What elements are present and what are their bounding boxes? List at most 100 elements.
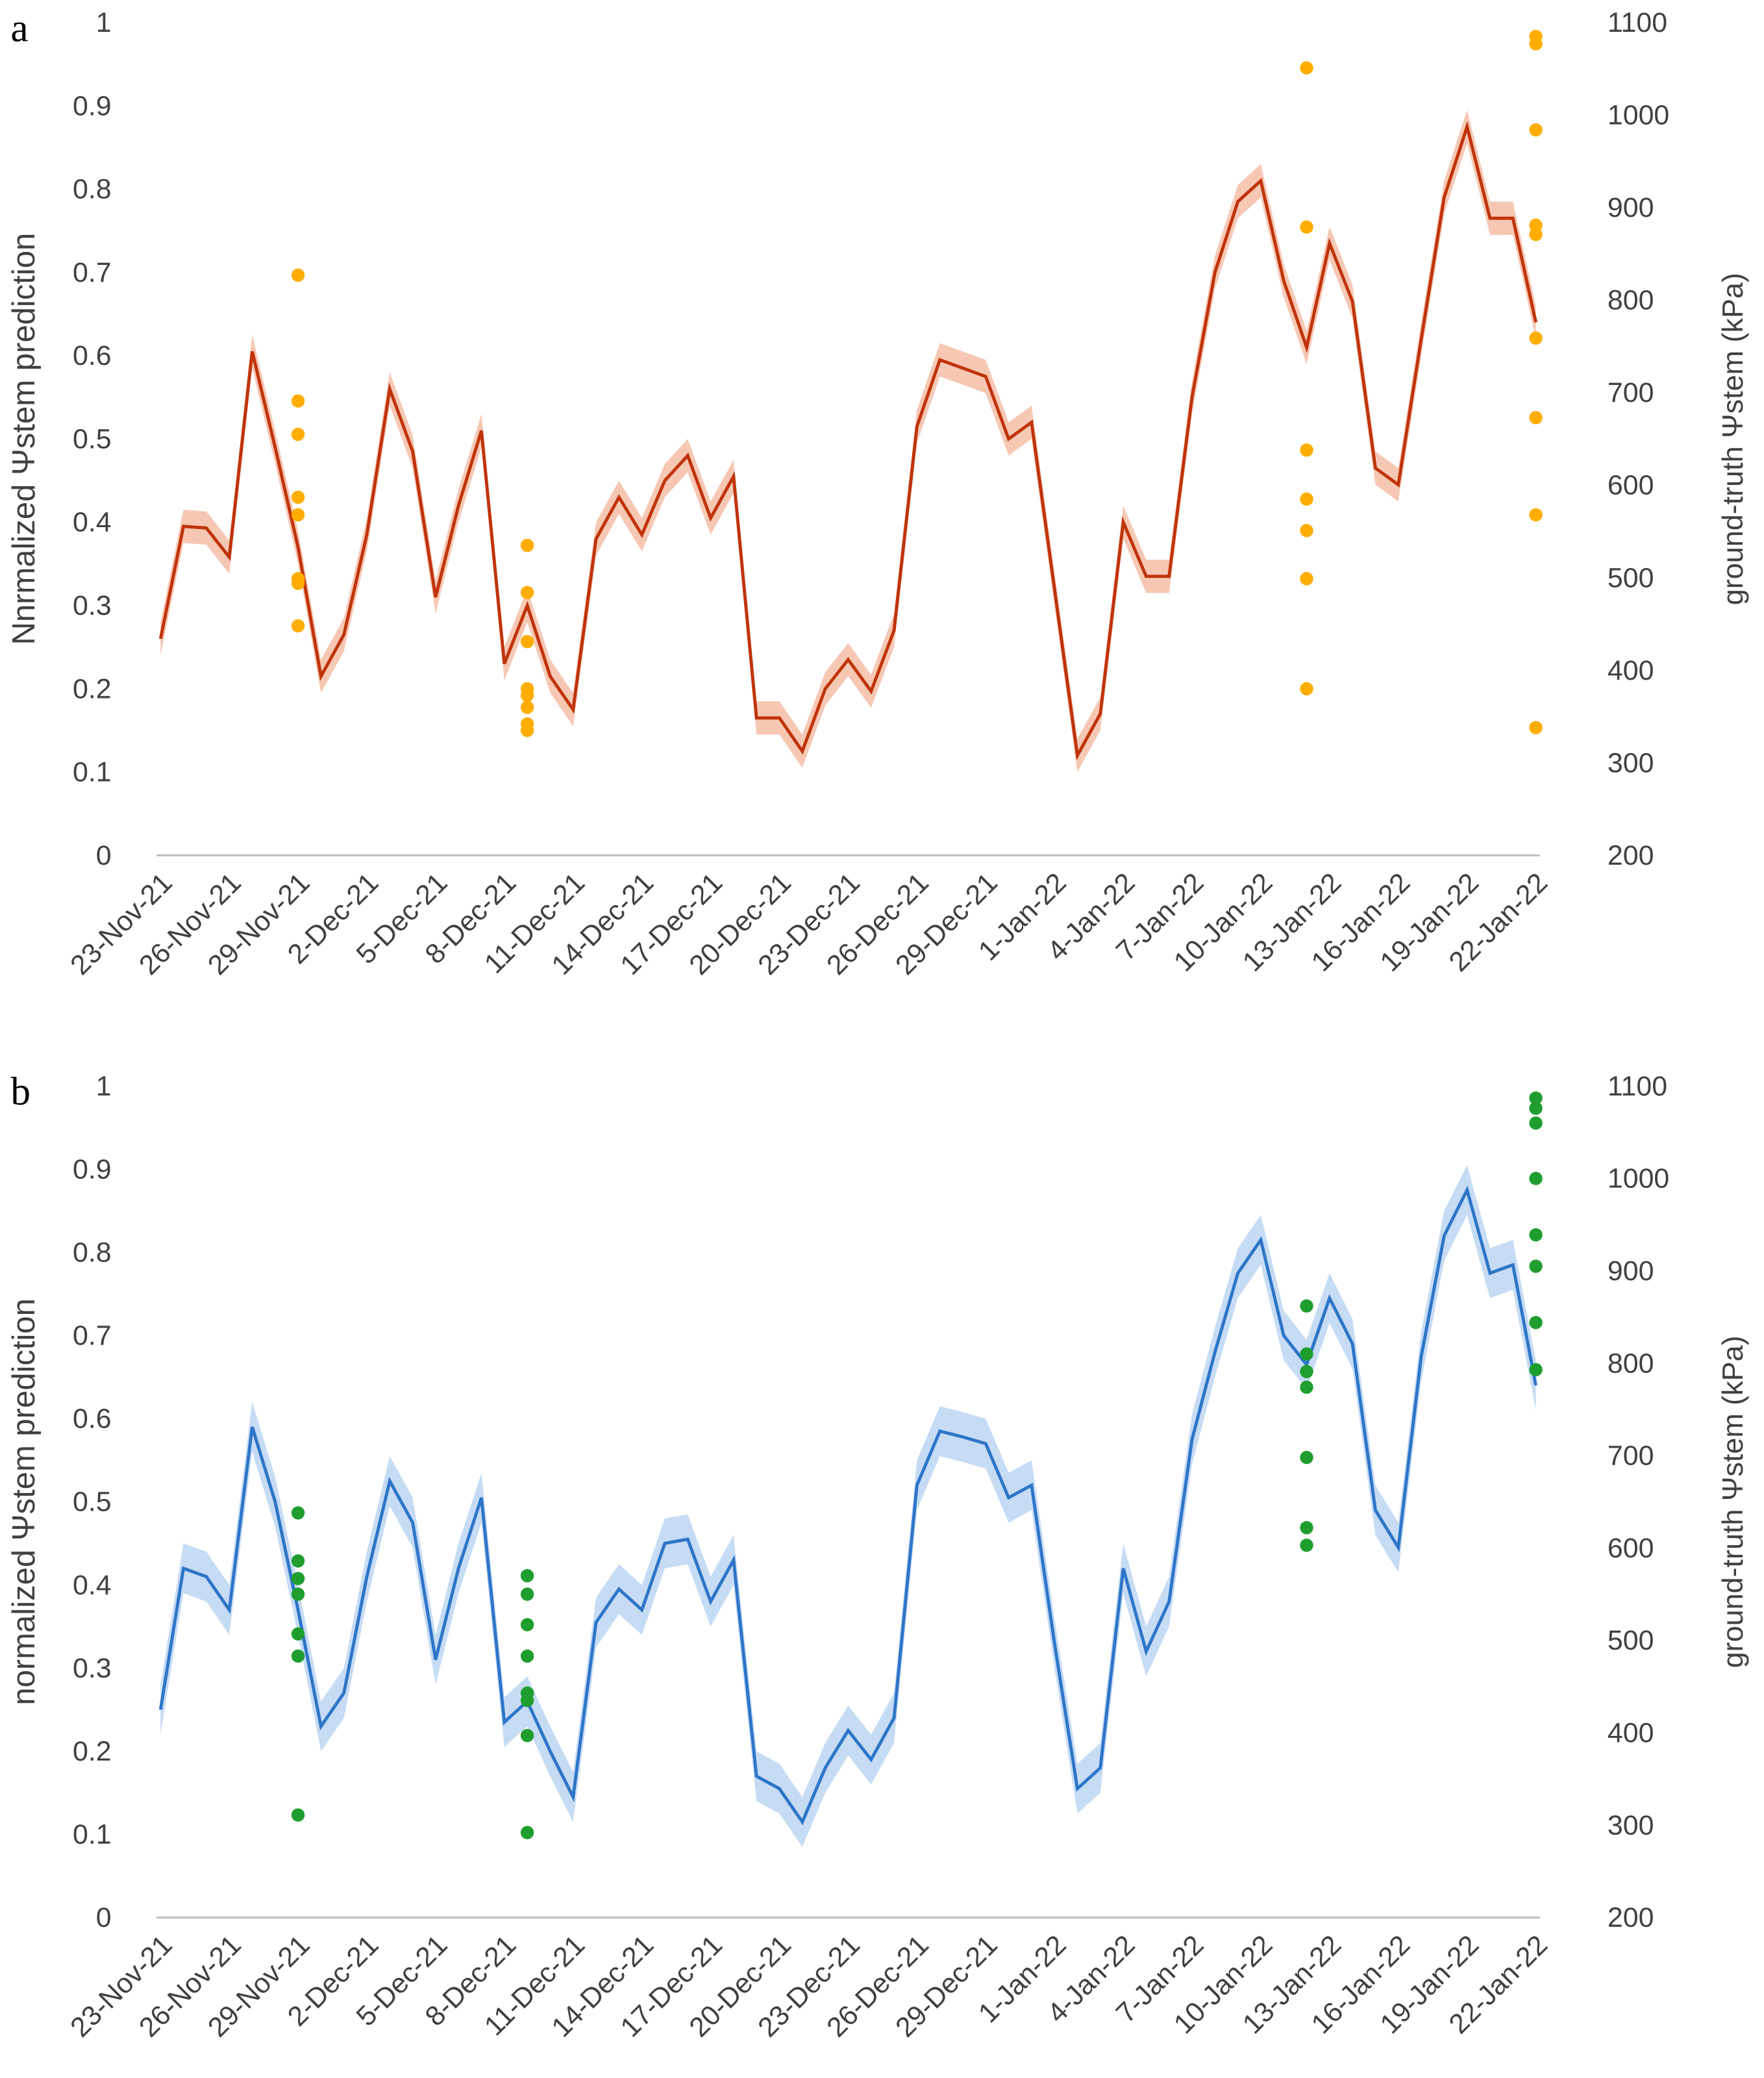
measurement-point bbox=[291, 576, 305, 590]
y-tick-label: 0 bbox=[96, 1902, 112, 1933]
measurement-point bbox=[1300, 1365, 1313, 1378]
measurement-point bbox=[520, 1587, 534, 1601]
measurement-point bbox=[520, 1649, 534, 1663]
measurement-point bbox=[291, 1627, 305, 1641]
y-tick-label: 0.9 bbox=[73, 90, 112, 121]
measurement-point bbox=[291, 1572, 305, 1585]
y-tick-label: 0.2 bbox=[73, 673, 112, 704]
y-tick-label: 1 bbox=[96, 7, 112, 38]
measurement-point bbox=[520, 1825, 534, 1840]
measurement-point bbox=[1529, 721, 1543, 735]
prediction-line bbox=[158, 121, 1537, 761]
y2-tick-label: 500 bbox=[1608, 562, 1654, 593]
measurement-point bbox=[1300, 1347, 1313, 1361]
y2-tick-label: 200 bbox=[1608, 1902, 1654, 1933]
measurement-point bbox=[1529, 508, 1543, 522]
measurement-point bbox=[1529, 218, 1543, 232]
measurement-point bbox=[1529, 1101, 1543, 1115]
y-tick-label: 0.6 bbox=[73, 340, 112, 371]
y2-tick-label: 800 bbox=[1608, 285, 1654, 316]
measurement-point bbox=[1300, 443, 1313, 457]
y-axis-title: Nnrmalized Ψstem prediction bbox=[6, 233, 42, 645]
measurement-point bbox=[1300, 524, 1313, 538]
measurement-point bbox=[1300, 61, 1313, 75]
measurement-point bbox=[1529, 1091, 1543, 1105]
measurement-point bbox=[1529, 1316, 1543, 1330]
measurement-point bbox=[520, 1729, 534, 1742]
panel-label: a bbox=[10, 6, 28, 50]
y-tick-label: 0.3 bbox=[73, 1653, 112, 1684]
y2-tick-label: 1000 bbox=[1608, 100, 1669, 131]
measurement-point bbox=[1300, 492, 1313, 506]
y-axis-title: normalized Ψstem prediction bbox=[6, 1298, 42, 1705]
y2-tick-label: 700 bbox=[1608, 377, 1654, 408]
measurement-point bbox=[1529, 123, 1543, 137]
measurement-point bbox=[291, 490, 305, 504]
y-tick-label: 0.9 bbox=[73, 1154, 112, 1185]
y-tick-label: 0.2 bbox=[73, 1736, 112, 1767]
y-tick-label: 0.4 bbox=[73, 507, 112, 538]
panel-label: b bbox=[10, 1070, 31, 1114]
y-tick-label: 1 bbox=[96, 1070, 112, 1102]
y2-tick-label: 600 bbox=[1608, 470, 1654, 501]
measurement-point bbox=[291, 1587, 305, 1601]
measurement-point bbox=[1300, 682, 1313, 696]
y2-tick-label: 400 bbox=[1608, 655, 1654, 686]
measurement-point bbox=[1529, 411, 1543, 425]
measurement-point bbox=[291, 268, 305, 282]
y-tick-label: 0.4 bbox=[73, 1570, 112, 1601]
measurement-point bbox=[291, 1506, 305, 1520]
measurement-point bbox=[520, 700, 534, 714]
y-tick-label: 0.7 bbox=[73, 257, 112, 288]
prediction-line bbox=[158, 1185, 1537, 1825]
measurement-point bbox=[1529, 227, 1543, 241]
measurement-point bbox=[291, 619, 305, 633]
y2-tick-label: 800 bbox=[1608, 1348, 1654, 1379]
measurement-point bbox=[291, 1649, 305, 1663]
confidence-band bbox=[160, 110, 1536, 773]
measurement-point bbox=[291, 1808, 305, 1822]
y2-tick-label: 1100 bbox=[1608, 1070, 1667, 1102]
y2-tick-label: 300 bbox=[1608, 1810, 1654, 1841]
measurement-point bbox=[291, 427, 305, 441]
y2-tick-label: 900 bbox=[1608, 192, 1654, 223]
measurement-point bbox=[1529, 1228, 1543, 1242]
measurement-point bbox=[1529, 1259, 1543, 1273]
measurement-point bbox=[520, 688, 534, 702]
y-tick-label: 0.8 bbox=[73, 174, 112, 205]
y-tick-label: 0.6 bbox=[73, 1404, 112, 1435]
measurement-point bbox=[520, 1694, 534, 1707]
confidence-band bbox=[160, 1165, 1536, 1847]
y-tick-label: 0.5 bbox=[73, 423, 112, 454]
measurement-point bbox=[1529, 331, 1543, 345]
measurement-point bbox=[1300, 572, 1313, 586]
measurement-point bbox=[1300, 1380, 1313, 1394]
measurement-point bbox=[1300, 220, 1313, 234]
measurement-point bbox=[1300, 1299, 1313, 1313]
y-tick-label: 0.1 bbox=[73, 757, 112, 788]
measurement-point bbox=[1300, 1450, 1313, 1465]
y2-tick-label: 200 bbox=[1608, 840, 1654, 871]
y-tick-label: 0.3 bbox=[73, 590, 112, 621]
y-tick-label: 0.8 bbox=[73, 1237, 112, 1268]
y-tick-label: 0 bbox=[96, 840, 112, 871]
y-tick-label: 0.7 bbox=[73, 1320, 112, 1352]
measurement-point bbox=[520, 538, 534, 552]
y2-tick-label: 300 bbox=[1608, 747, 1654, 778]
measurement-point bbox=[520, 635, 534, 649]
y2-tick-label: 600 bbox=[1608, 1533, 1654, 1564]
y2-tick-label: 400 bbox=[1608, 1718, 1654, 1749]
measurement-point bbox=[1300, 1539, 1313, 1552]
measurement-point bbox=[1529, 1172, 1543, 1185]
measurement-point bbox=[1300, 1521, 1313, 1535]
measurement-point bbox=[520, 1618, 534, 1631]
measurement-point bbox=[1529, 1363, 1543, 1377]
y2-tick-label: 900 bbox=[1608, 1255, 1654, 1287]
measurement-point bbox=[1529, 1116, 1543, 1130]
measurement-point bbox=[291, 508, 305, 522]
y2-axis-title: ground-truth Ψstem (kPa) bbox=[1716, 273, 1749, 605]
y2-tick-label: 700 bbox=[1608, 1441, 1654, 1472]
y2-tick-label: 500 bbox=[1608, 1625, 1654, 1656]
measurement-point bbox=[1529, 37, 1543, 51]
